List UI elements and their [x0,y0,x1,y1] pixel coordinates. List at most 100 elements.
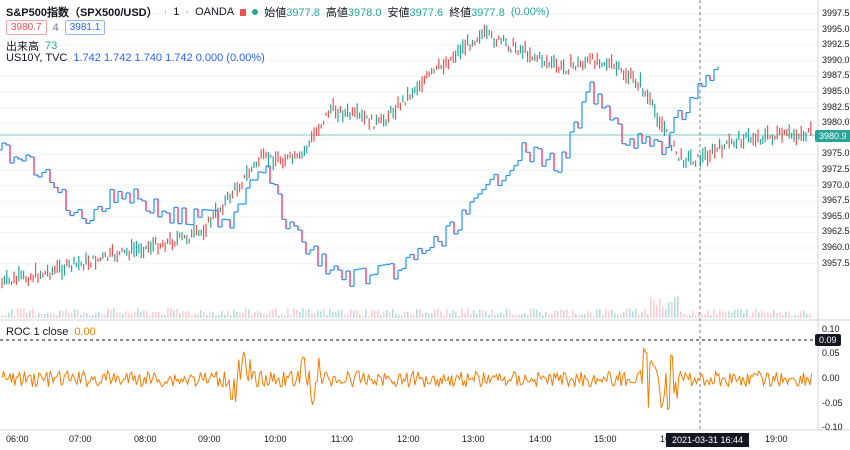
volume-bar [437,309,439,318]
sell-button[interactable]: 3980.7 [6,20,47,35]
symbol-title[interactable]: S&P500指数（SPX500/USD） [6,7,158,19]
volume-bar [572,310,574,318]
price-tick-label: 3985.0 [822,86,850,96]
volume-bar [518,314,520,318]
volume-bar [434,309,436,318]
volume-bar [29,310,31,318]
volume-bar [440,311,442,318]
time-tick-label: 11:00 [331,434,353,444]
roc-label: ROC 1 close [6,326,69,338]
volume-bar [221,311,223,318]
volume-bar [215,315,217,318]
volume-bar [125,311,127,318]
compare-legend[interactable]: US10Y, TVC 1.742 1.742 1.740 1.742 0.000… [6,52,265,64]
volume-bar [101,314,103,318]
volume-bar [14,315,16,318]
volume-bar [602,314,604,318]
price-tick-label: 3967.5 [822,195,850,206]
volume-bar [146,311,148,318]
volume-bar [392,308,394,318]
volume-bar [389,312,391,318]
volume-bar [89,315,91,318]
volume-bar [347,314,349,318]
volume-bar [647,314,649,318]
volume-bar [134,311,136,318]
volume-bar [74,309,76,318]
volume-bar [269,310,271,318]
volume-bar [770,313,772,318]
volume-bar [665,309,667,318]
volume-bar [674,297,676,318]
volume-bar [350,309,352,318]
volume-bar [695,315,697,318]
volume-bar [713,308,715,318]
volume-bar [404,311,406,318]
volume-bar [803,310,805,318]
volume-bar [248,309,250,318]
volume-bar [575,313,577,318]
volume-bar [143,309,145,318]
volume-bar [164,315,166,318]
volume-bar [326,315,328,318]
volume-bar [122,313,124,318]
volume-bar [137,308,139,318]
volume-bar [296,309,298,318]
volume-bar [311,312,313,318]
volume-bar [767,311,769,318]
price-tick-label: 3980.0 [822,117,850,128]
volume-bar [71,312,73,318]
volume-bar [272,309,274,318]
ohlc-low: 安値3977.6 [387,7,444,19]
volume-bar [197,315,199,318]
time-tick-label: 14:00 [529,434,552,444]
volume-bar [611,309,613,318]
volume-bar [557,310,559,318]
volume-bar [479,309,481,318]
volume-bar [305,309,307,318]
volume-bar [797,314,799,318]
time-tick-label: 10:00 [264,434,287,444]
time-tick-label: 06:00 [6,434,29,444]
volume-bar [734,309,736,318]
volume-bar [689,314,691,318]
volume-bar [359,314,361,318]
volume-bar [539,311,541,318]
price-tick-label: 3960.0 [822,242,850,252]
buy-button[interactable]: 3981.1 [64,20,106,35]
roc-legend[interactable]: ROC 1 close 0.00 [6,326,96,338]
volume-bar [323,309,325,318]
volume-bar [590,312,592,318]
volume-bar [530,308,532,318]
interval-label[interactable]: 1 [173,6,180,18]
volume-bar [677,295,679,318]
volume-legend[interactable]: 出来高 73 [6,38,57,54]
volume-bar [80,314,82,318]
volume-bar [92,314,94,318]
volume-bar [668,302,670,318]
volume-bar [683,313,685,318]
volume-bar [329,308,331,318]
volume-bar [629,308,631,318]
volume-bar [320,311,322,318]
volume-bar [257,310,259,318]
volume-bar [470,313,472,318]
flag-icon[interactable] [240,8,247,16]
market-status-icon [252,9,259,15]
volume-bar [176,309,178,318]
volume-bar [308,308,310,318]
volume-bar [584,314,586,318]
volume-bar [44,313,46,318]
last-price-badge: 3980.9 [815,130,850,142]
roc-last-badge: 0.09 [815,334,841,346]
volume-bar [452,310,454,318]
spread-label: 4 [52,21,59,34]
volume-bar [224,314,226,318]
roc-tick-label: -0.05 [822,398,843,408]
volume-bar [62,311,64,318]
volume-bar [185,311,187,318]
volume-bar [107,308,109,318]
volume-bar [371,309,373,318]
volume-bar [554,310,556,318]
